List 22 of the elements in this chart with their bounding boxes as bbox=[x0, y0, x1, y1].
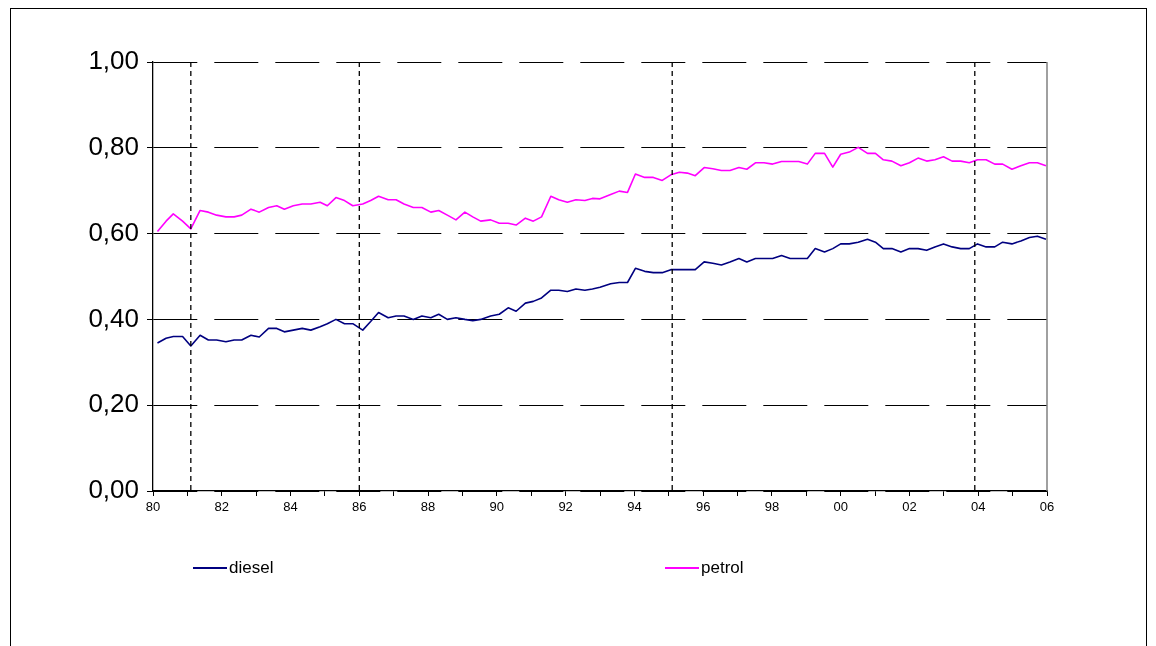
y-tick-label: 0,20 bbox=[88, 388, 139, 419]
x-tick-label: 00 bbox=[833, 499, 848, 515]
x-tick-label: 04 bbox=[971, 499, 986, 515]
x-tick-label: 02 bbox=[902, 499, 917, 515]
legend-label: petrol bbox=[701, 558, 744, 578]
x-tick-label: 96 bbox=[695, 499, 711, 515]
y-tick-label: 0,00 bbox=[88, 474, 139, 505]
y-tick-label: 0,60 bbox=[88, 216, 139, 247]
y-tick-label: 0,80 bbox=[88, 130, 139, 161]
x-tick-label: 06 bbox=[1039, 499, 1055, 515]
x-tick-label: 90 bbox=[489, 499, 505, 515]
x-tick-label: 84 bbox=[283, 499, 298, 515]
x-tick-label: 92 bbox=[558, 499, 573, 515]
y-tick-label: 0,40 bbox=[88, 302, 139, 333]
y-tick-label: 1,00 bbox=[88, 45, 139, 76]
x-tick-label: 86 bbox=[352, 499, 367, 515]
x-tick-label: 88 bbox=[420, 499, 436, 515]
x-tick-label: 94 bbox=[627, 499, 642, 515]
legend-label: diesel bbox=[229, 558, 274, 578]
x-tick-label: 82 bbox=[214, 499, 229, 515]
x-tick-label: 98 bbox=[764, 499, 780, 515]
x-tick-label: 80 bbox=[145, 499, 161, 515]
